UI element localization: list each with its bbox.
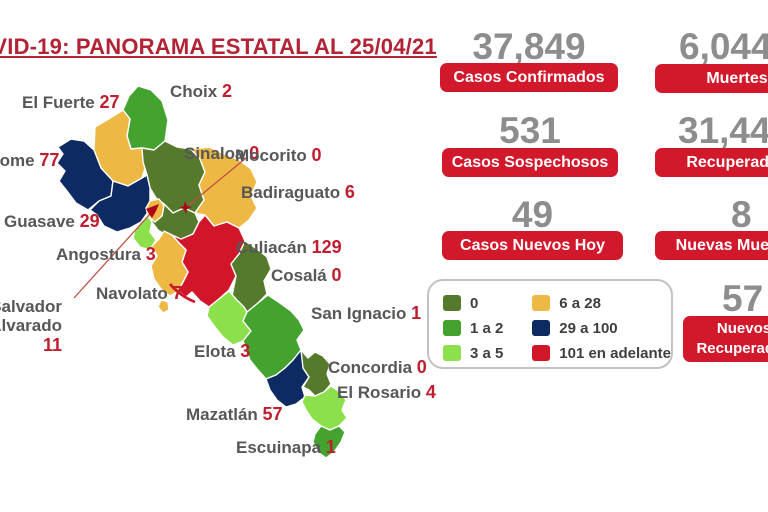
map-label-cosala: Cosalá 0 [271,265,342,285]
municipality-name: Badiraguato [241,183,341,202]
municipality-name: Mocorito [235,146,307,165]
map-label-escuinapa: Escuinapa 1 [236,437,336,457]
arrow-marker-salvador-alvarado [146,204,159,218]
municipality-cases: 27 [99,92,120,112]
recovered-badge: Recuperados [655,148,768,177]
map-label-mazatlan: Mazatlán 57 [186,404,283,424]
region-navolato-islet [157,299,170,314]
municipality-cases: 0 [249,143,260,163]
legend-swatch-101-plus [532,345,551,361]
new-deaths-badge: Nuevas Muertes [655,231,768,260]
map-label-el-fuerte: El Fuerte 27 [22,92,120,112]
legend-item: 0 [443,292,532,314]
confirmed-cases-value: 37,849 [472,26,586,67]
map-label-ahome: Ahome 77 [0,150,59,170]
municipality-cases: 0 [331,265,342,285]
legend-item: 1 a 2 [443,317,532,339]
municipality-cases: 1 [325,437,336,457]
callout-line-mocorito [188,157,247,206]
municipality-name: Sinaloa [184,144,245,163]
region-navolato [150,230,189,297]
region-ahome [56,138,114,211]
municipality-cases: 3 [240,341,251,361]
new-cases-today-value: 49 [511,194,554,235]
recovered-value: 31,44 [678,110,768,151]
legend-item: 29 a 100 [532,317,671,339]
municipality-name: Navolato [96,284,168,303]
region-el-rosario [301,385,348,431]
legend-column-right: 6 a 28 29 a 100 101 en adelante [532,292,671,367]
legend-swatch-6-28 [532,295,551,311]
legend-swatch-0 [443,295,461,311]
map-label-guasave: Guasave 29 [4,211,100,231]
map-label-san-ignacio: San Ignacio 1 [311,303,421,323]
municipality-cases: 29 [79,211,100,231]
map-label-el-rosario: El Rosario 4 [337,382,436,402]
municipality-cases: 4 [425,382,436,402]
municipality-name: Mazatlán [186,405,258,424]
map-legend: 0 1 a 2 3 a 5 6 a 28 29 a 100 101 en ade… [427,279,673,369]
municipality-cases: 3 [145,244,156,264]
legend-swatch-1-2 [443,320,461,336]
map-label-concordia: Concordia 0 [328,357,427,377]
new-recovered-value: 57 [722,278,764,319]
municipality-cases: 0 [416,357,427,377]
municipality-name: Guasave [4,212,75,231]
legend-item: 6 a 28 [532,292,671,314]
municipality-name: Salvador Alvarado [0,297,62,336]
map-label-angostura: Angostura 3 [56,244,156,264]
municipality-name: El Fuerte [22,93,95,112]
legend-swatch-3-5 [443,345,461,361]
municipality-name: Elota [194,342,236,361]
municipality-cases: 7 [172,283,183,303]
region-escuinapa [312,425,346,459]
map-label-elota: Elota 3 [194,341,250,361]
legend-item: 3 a 5 [443,342,532,364]
map-label-mocorito: Mocorito 0 [235,145,322,165]
municipality-cases: 129 [311,237,342,257]
legend-swatch-29-100 [532,320,551,336]
map-label-sinaloa: Sinaloa 0 [184,143,259,163]
municipality-cases: 2 [221,81,232,101]
municipality-name: El Rosario [337,383,422,402]
map-label-culiacan: Culiacán 129 [236,237,342,257]
municipality-cases: 1 [411,303,422,323]
deaths-badge: Muertes [655,64,768,93]
suspected-cases-value: 531 [499,110,561,151]
municipality-name: Choix [170,82,218,101]
callout-line-salvador-alvarado [73,213,151,299]
municipality-name: San Ignacio [311,304,407,323]
map-label-salvador-alvarado: Salvador Alvarado 11 [0,297,62,355]
municipality-name: Culiacán [236,238,307,257]
suspected-cases-badge: Casos Sospechosos [442,148,618,177]
municipality-name: Concordia [328,358,413,377]
new-deaths-value: 8 [731,194,752,235]
legend-item: 101 en adelante [532,342,671,364]
map-label-navolato: Navolato 7 [96,283,183,303]
municipality-name: Ahome [0,151,35,170]
municipality-cases: 6 [344,182,355,202]
municipality-cases: 0 [311,145,322,165]
culiacan-coast-strip [169,283,196,304]
municipality-name: Escuinapa [236,438,322,457]
municipality-cases: 11 [42,335,62,356]
deaths-value: 6,044 [679,26,768,67]
star-marker-mocorito [179,201,192,214]
municipality-cases: 57 [262,404,283,424]
confirmed-cases-badge: Casos Confirmados [440,63,618,92]
new-recovered-badge: Nuevos Recuperados [683,316,768,362]
page-title: COVID-19: PANORAMA ESTATAL AL 25/04/21 [0,34,437,59]
municipality-name: Angostura [56,245,141,264]
municipality-cases: 77 [39,150,60,170]
region-concordia [300,349,332,397]
legend-column-left: 0 1 a 2 3 a 5 [443,292,532,367]
municipality-name: Cosalá [271,266,327,285]
map-label-choix: Choix 2 [170,81,232,101]
new-cases-today-badge: Casos Nuevos Hoy [442,231,623,260]
map-label-badiraguato: Badiraguato 6 [241,182,355,202]
